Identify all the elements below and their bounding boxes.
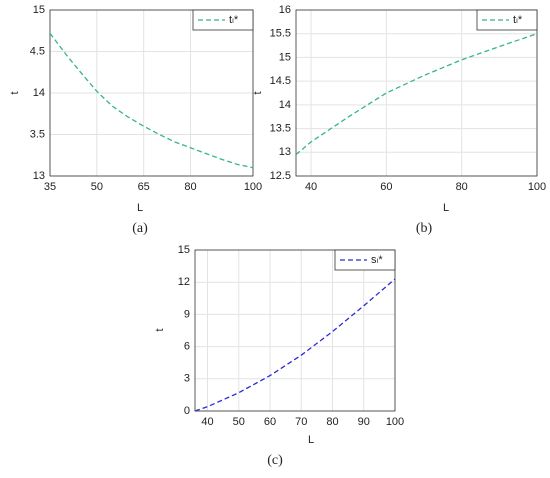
y-tick-label: 12 bbox=[178, 276, 190, 288]
caption: (c) bbox=[267, 453, 283, 468]
legend-label: sₗ* bbox=[371, 254, 383, 266]
x-tick-label: 70 bbox=[295, 416, 307, 428]
y-tick-label: 14 bbox=[33, 87, 45, 99]
y-tick-label: 15 bbox=[178, 244, 190, 256]
legend-label: tₗ* bbox=[229, 14, 239, 26]
x-axis-label: L bbox=[443, 202, 449, 214]
x-tick-label: 80 bbox=[326, 416, 338, 428]
x-tick-label: 35 bbox=[44, 181, 56, 193]
x-tick-label: 50 bbox=[91, 181, 103, 193]
y-tick-label: 3 bbox=[184, 373, 190, 385]
x-tick-label: 60 bbox=[380, 181, 392, 193]
x-tick-label: 65 bbox=[138, 181, 150, 193]
data-line bbox=[295, 33, 538, 156]
x-tick-label: 40 bbox=[201, 416, 213, 428]
x-tick-label: 100 bbox=[528, 181, 546, 193]
x-tick-label: 50 bbox=[233, 416, 245, 428]
y-axis-label: t bbox=[154, 328, 166, 331]
y-axis-label: t bbox=[252, 91, 264, 94]
y-tick-label: 15.5 bbox=[270, 28, 291, 40]
y-tick-label: 3.5 bbox=[30, 128, 45, 140]
data-line bbox=[194, 278, 396, 412]
x-tick-label: 90 bbox=[358, 416, 370, 428]
x-tick-label: 80 bbox=[184, 181, 196, 193]
caption: (b) bbox=[416, 221, 433, 236]
plot-frame bbox=[49, 9, 254, 177]
y-tick-label: 13 bbox=[33, 170, 45, 182]
y-tick-label: 9 bbox=[184, 308, 190, 320]
y-axis-label: t bbox=[9, 91, 21, 94]
x-tick-label: 60 bbox=[264, 416, 276, 428]
plot-frame bbox=[295, 9, 538, 177]
x-tick-label: 40 bbox=[305, 181, 317, 193]
plot-frame bbox=[194, 249, 396, 412]
y-tick-label: 12.5 bbox=[270, 170, 291, 182]
legend-label: tₗ* bbox=[513, 14, 523, 26]
caption: (a) bbox=[132, 221, 148, 236]
y-tick-label: 13 bbox=[279, 146, 291, 158]
y-tick-label: 14.5 bbox=[270, 75, 291, 87]
x-axis-label: L bbox=[308, 434, 314, 446]
y-tick-label: 13.5 bbox=[270, 122, 291, 134]
y-tick-label: 4.5 bbox=[30, 45, 45, 57]
y-tick-label: 6 bbox=[184, 341, 190, 353]
data-line bbox=[49, 32, 254, 169]
x-tick-label: 100 bbox=[386, 416, 404, 428]
y-tick-label: 15 bbox=[33, 4, 45, 16]
x-tick-label: 100 bbox=[244, 181, 262, 193]
y-tick-label: 14 bbox=[279, 99, 291, 111]
y-tick-label: 0 bbox=[184, 405, 190, 417]
x-axis-label: L bbox=[137, 202, 143, 214]
x-tick-label: 80 bbox=[456, 181, 468, 193]
y-tick-label: 15 bbox=[279, 51, 291, 63]
y-tick-label: 16 bbox=[279, 4, 291, 16]
